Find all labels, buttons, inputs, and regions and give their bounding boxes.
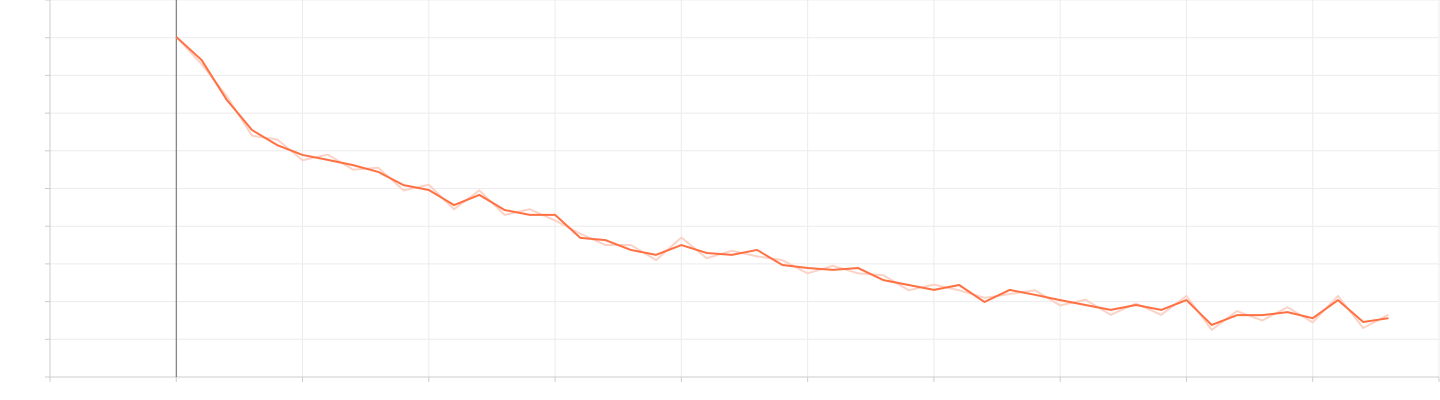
series-line [175,36,1389,331]
series-line [175,36,1389,326]
